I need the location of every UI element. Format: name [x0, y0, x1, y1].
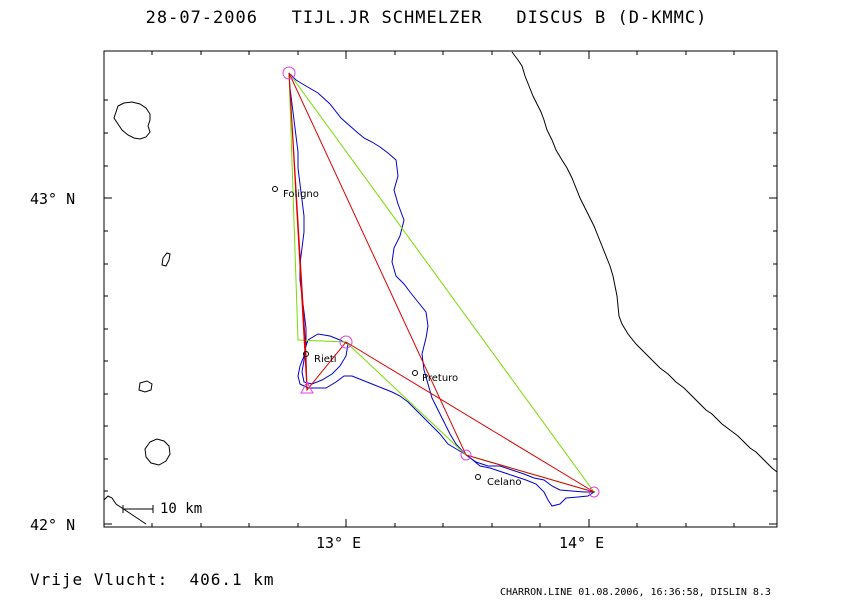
- start-triangle: [300, 380, 314, 394]
- place-rieti: Rieti: [314, 354, 337, 365]
- coast-tiber-mouth: [103, 495, 147, 525]
- turnpoint-north: [282, 66, 296, 80]
- coastline: [511, 51, 778, 473]
- lon-label-14: 14° E: [559, 534, 604, 552]
- map-frame: [103, 50, 778, 528]
- place-markers: [272, 186, 481, 480]
- place-foligno: Foligno: [283, 189, 319, 200]
- turnpoint-rieti-east: [339, 335, 353, 349]
- lake-vico: [138, 380, 153, 393]
- lat-label-42: 42° N: [30, 516, 75, 534]
- lake-bolsena-small: [161, 252, 171, 267]
- map-title: 28-07-2006 TIJL.JR SCHMELZER DISCUS B (D…: [145, 8, 708, 28]
- turnpoint-mid: [460, 449, 472, 461]
- lat-label-43: 43° N: [30, 190, 75, 208]
- flight-triangle: [288, 72, 596, 493]
- free-flight-distance: Vrije Vlucht: 406.1 km: [30, 570, 275, 589]
- task-route: [288, 72, 595, 493]
- axis-ticks: [104, 51, 777, 527]
- credit-line: CHARRON.LINE 01.08.2006, 16:36:58, DISLI…: [500, 587, 771, 598]
- lake-trasimeno: [113, 101, 151, 140]
- place-preturo: Preturo: [422, 373, 458, 384]
- turnpoints: [282, 66, 600, 498]
- scale-bar-label: 10 km: [160, 501, 202, 517]
- place-celano: Celano: [487, 477, 522, 488]
- flight-track: [288, 72, 596, 507]
- lon-label-13: 13° E: [316, 534, 361, 552]
- turnpoint-east: [588, 486, 600, 498]
- scale-bar: [122, 505, 154, 513]
- lake-bracciano: [144, 438, 171, 466]
